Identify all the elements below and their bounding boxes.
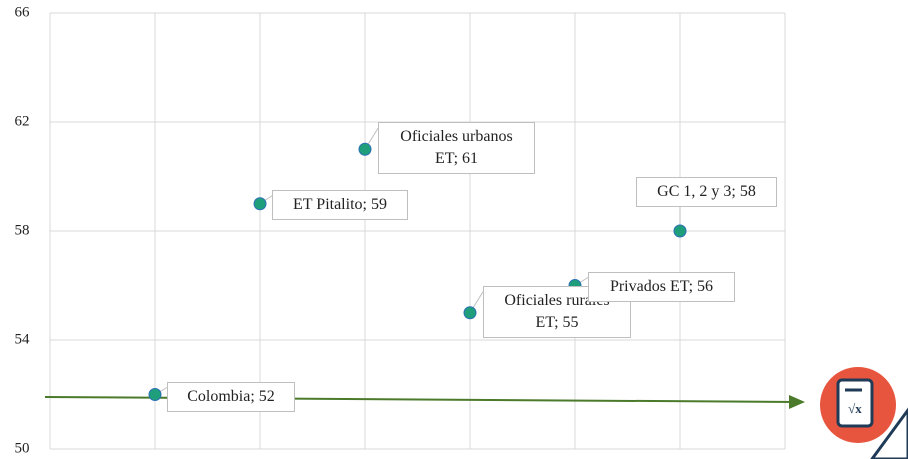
data-label: ET Pitalito; 59	[272, 189, 408, 220]
icon-ruler	[870, 407, 908, 459]
point	[148, 388, 162, 401]
point	[253, 197, 267, 211]
point	[673, 224, 687, 238]
point	[358, 142, 372, 156]
data-label: Privados ET; 56	[588, 271, 735, 302]
y-tick-label: 50	[15, 440, 30, 456]
arrow-head	[789, 395, 805, 409]
data-label: Colombia; 52	[167, 381, 295, 412]
icon: √x	[820, 367, 908, 459]
y-tick-label: 62	[15, 113, 30, 129]
data-label: GC 1, 2 y 3; 58	[636, 177, 777, 207]
data-label: Oficiales urbanos ET; 61	[378, 122, 535, 175]
y-tick-label: 66	[15, 4, 31, 20]
y-tick-label: 58	[15, 222, 30, 238]
y-tick-label: 54	[15, 331, 31, 347]
point	[463, 306, 477, 320]
icon-glyph: √x	[848, 401, 862, 416]
